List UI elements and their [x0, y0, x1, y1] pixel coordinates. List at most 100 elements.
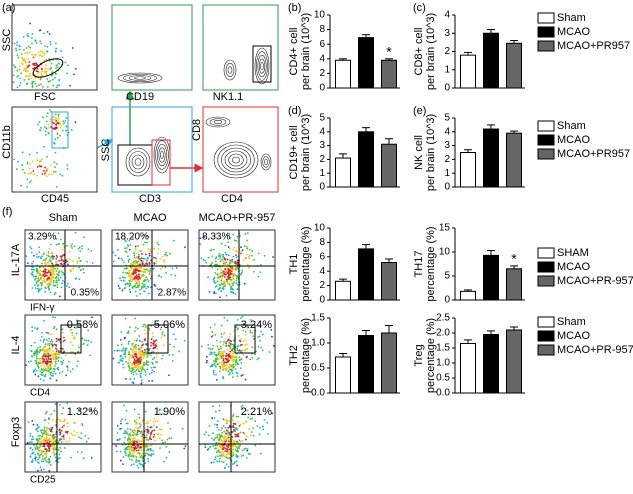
event-dot	[129, 291, 132, 293]
event-dot	[234, 262, 237, 265]
event-dot	[221, 276, 223, 278]
event-dot	[61, 56, 64, 59]
event-dot	[257, 275, 260, 278]
y-tick-label: 0.0	[311, 388, 325, 399]
event-dot	[136, 441, 139, 444]
event-dot	[134, 245, 137, 248]
event-dot	[252, 427, 254, 430]
event-dot	[32, 275, 35, 278]
event-dot	[259, 271, 262, 274]
event-dot	[53, 343, 56, 346]
event-dot	[40, 374, 43, 376]
event-dot	[34, 373, 37, 376]
event-dot	[227, 354, 230, 356]
event-dot	[128, 271, 131, 274]
event-dot	[217, 258, 220, 261]
event-dot	[128, 285, 131, 288]
label: (d)	[288, 105, 301, 117]
event-dot	[44, 448, 47, 451]
event-dot	[158, 437, 161, 440]
event-dot	[25, 67, 28, 70]
event-dot	[62, 242, 64, 245]
event-dot	[33, 284, 36, 287]
event-dot	[215, 451, 218, 454]
event-dot	[52, 276, 55, 279]
event-dot	[245, 438, 247, 441]
event-dot	[36, 152, 38, 154]
event-dot	[209, 353, 211, 356]
event-dot	[65, 440, 68, 443]
event-dot	[39, 349, 42, 352]
label: (e)	[413, 105, 426, 117]
event-dot	[47, 342, 49, 345]
event-dot	[48, 449, 51, 452]
event-dot	[44, 71, 47, 74]
y-tick-label: 5	[444, 271, 450, 282]
event-dot	[37, 284, 40, 287]
event-dot	[30, 251, 33, 254]
event-dot	[122, 261, 125, 264]
event-dot	[238, 439, 241, 442]
event-dot	[132, 272, 135, 275]
event-dot	[128, 367, 131, 370]
event-dot	[45, 426, 48, 429]
event-dot	[16, 69, 19, 72]
event-dot	[66, 72, 68, 75]
event-dot	[35, 362, 38, 364]
event-dot	[51, 273, 54, 276]
event-dot	[222, 285, 225, 288]
event-dot	[156, 353, 158, 356]
event-dot	[228, 445, 231, 448]
y-tick-label: 4	[319, 266, 325, 277]
event-dot	[148, 349, 151, 352]
event-dot	[57, 136, 59, 139]
event-dot	[50, 333, 53, 335]
event-dot	[36, 452, 39, 455]
event-dot	[183, 447, 186, 450]
event-dot	[240, 338, 243, 340]
event-dot	[115, 450, 118, 453]
event-dot	[70, 245, 73, 247]
event-dot	[45, 115, 48, 118]
event-dot	[34, 327, 36, 329]
event-dot	[242, 454, 245, 457]
event-dot	[135, 418, 138, 421]
event-dot	[147, 457, 149, 460]
event-dot	[47, 434, 50, 437]
event-dot	[227, 254, 230, 257]
event-dot	[64, 431, 67, 433]
event-dot	[228, 232, 231, 235]
event-dot	[18, 68, 21, 71]
event-dot	[59, 420, 62, 422]
event-dot	[242, 340, 245, 343]
event-dot	[133, 454, 136, 457]
event-dot	[160, 336, 163, 339]
event-dot	[140, 259, 143, 262]
event-dot	[238, 349, 241, 352]
event-dot	[35, 275, 38, 278]
event-dot	[256, 358, 259, 361]
event-dot	[218, 457, 221, 460]
event-dot	[46, 432, 49, 435]
event-dot	[220, 439, 223, 442]
event-dot	[27, 45, 30, 48]
legend-swatch	[537, 40, 555, 52]
event-dot	[221, 260, 224, 263]
event-dot	[246, 325, 249, 327]
event-dot	[47, 123, 50, 126]
axis-label: Foxp3	[10, 417, 22, 448]
event-dot	[239, 423, 242, 426]
event-dot	[144, 268, 147, 271]
event-dot	[127, 436, 130, 439]
event-dot	[40, 431, 43, 434]
event-dot	[133, 419, 136, 422]
event-dot	[232, 339, 235, 342]
bar	[335, 280, 351, 301]
event-dot	[133, 450, 136, 453]
event-dot	[33, 341, 36, 344]
event-dot	[54, 403, 57, 406]
event-dot	[49, 60, 51, 62]
event-dot	[133, 254, 136, 257]
event-dot	[267, 432, 270, 435]
event-dot	[231, 359, 233, 362]
